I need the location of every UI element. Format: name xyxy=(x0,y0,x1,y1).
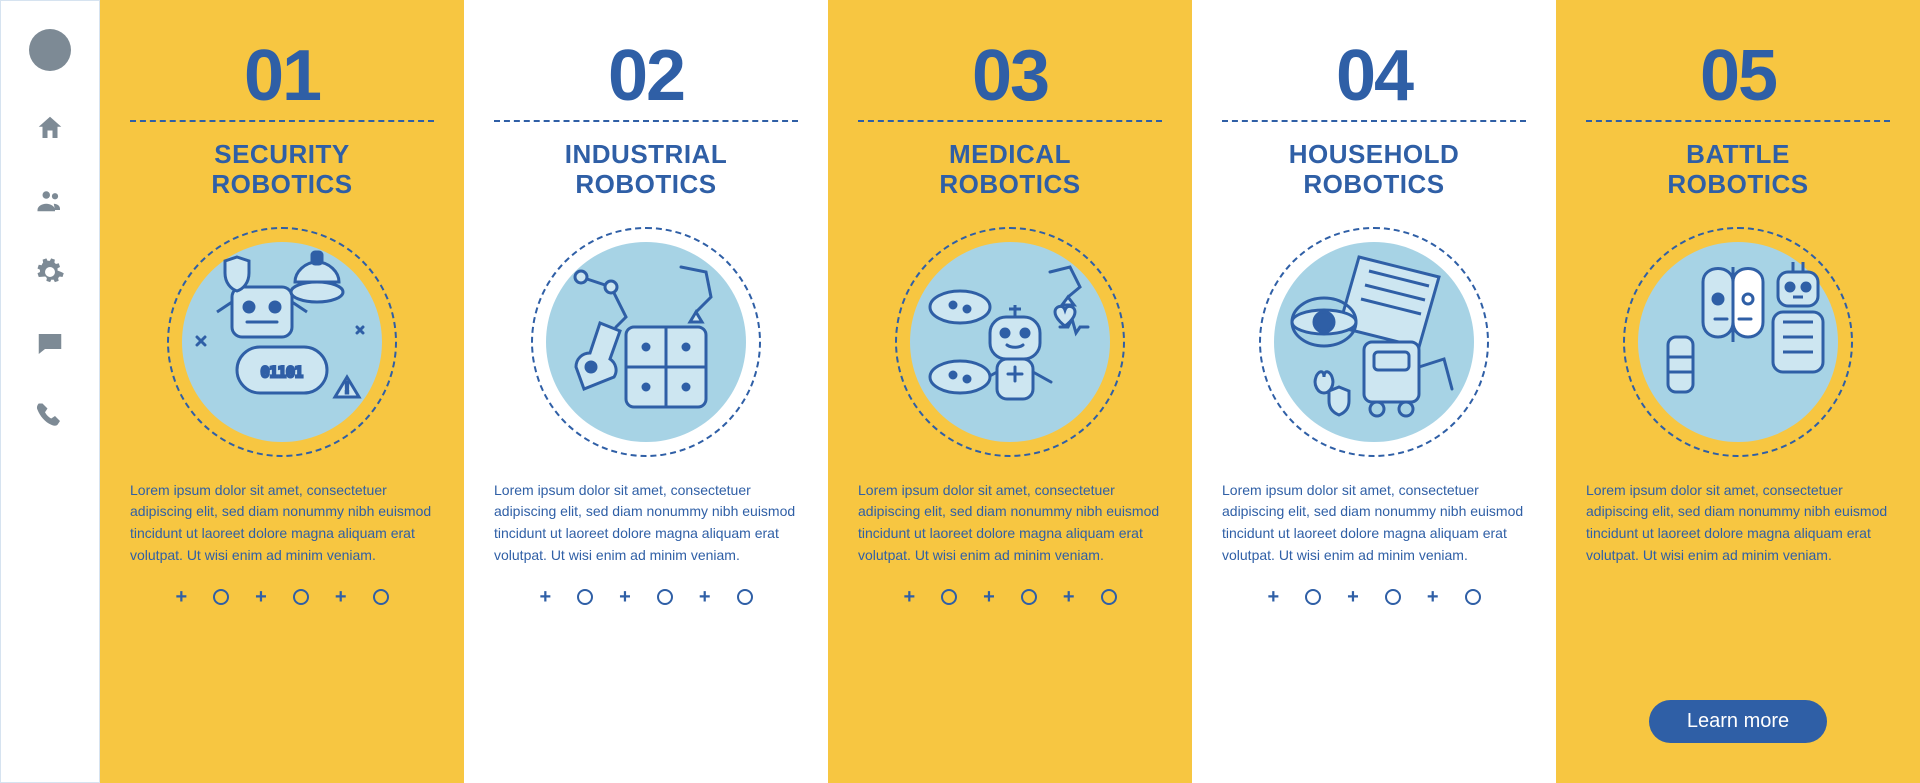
home-icon[interactable] xyxy=(35,113,65,143)
panel-number: 05 xyxy=(1700,40,1776,112)
decor-row: +++ xyxy=(539,587,752,607)
logo-icon xyxy=(29,29,71,71)
panel-body: Lorem ipsum dolor sit amet, consectetuer… xyxy=(494,480,798,567)
panel-title: HOUSEHOLD ROBOTICS xyxy=(1289,140,1460,200)
panel-title: MEDICAL ROBOTICS xyxy=(939,140,1080,200)
panel-household: 04 HOUSEHOLD ROBOTICS xyxy=(1192,0,1556,783)
panel-title: BATTLE ROBOTICS xyxy=(1667,140,1808,200)
phone-icon[interactable] xyxy=(35,401,65,431)
panel-body: Lorem ipsum dolor sit amet, consectetuer… xyxy=(1222,480,1526,567)
panel-battle: 05 BATTLE ROBOTICS xyxy=(1556,0,1920,783)
svg-text:01101: 01101 xyxy=(261,365,303,381)
panel-number: 01 xyxy=(244,40,320,112)
panel-industrial: 02 INDUSTRIAL ROBOTICS Lorem xyxy=(464,0,828,783)
household-illustration xyxy=(1254,222,1494,462)
divider xyxy=(494,120,798,122)
panel-number: 02 xyxy=(608,40,684,112)
panel-body: Lorem ipsum dolor sit amet, consectetuer… xyxy=(858,480,1162,567)
svg-text:!: ! xyxy=(345,380,349,397)
divider xyxy=(130,120,434,122)
decor-row: +++ xyxy=(903,587,1116,607)
divider xyxy=(1586,120,1890,122)
divider xyxy=(858,120,1162,122)
panel-body: Lorem ipsum dolor sit amet, consectetuer… xyxy=(1586,480,1890,567)
panel-medical: 03 MEDICAL ROBOTICS xyxy=(828,0,1192,783)
panel-security: 01 SECURITY ROBOTICS 01101 ! xyxy=(100,0,464,783)
medical-illustration xyxy=(890,222,1130,462)
panel-body: Lorem ipsum dolor sit amet, consectetuer… xyxy=(130,480,434,567)
panel-title: SECURITY ROBOTICS xyxy=(211,140,352,200)
learn-more-button[interactable]: Learn more xyxy=(1649,700,1827,743)
sidebar-nav xyxy=(0,0,100,783)
panels-row: 01 SECURITY ROBOTICS 01101 ! xyxy=(100,0,1920,783)
panel-number: 04 xyxy=(1336,40,1412,112)
decor-row: +++ xyxy=(1267,587,1480,607)
industrial-illustration xyxy=(526,222,766,462)
gear-icon[interactable] xyxy=(35,257,65,287)
battle-illustration xyxy=(1618,222,1858,462)
panel-title: INDUSTRIAL ROBOTICS xyxy=(565,140,727,200)
chat-icon[interactable] xyxy=(35,329,65,359)
security-illustration: 01101 ! xyxy=(162,222,402,462)
panel-number: 03 xyxy=(972,40,1048,112)
divider xyxy=(1222,120,1526,122)
users-icon[interactable] xyxy=(35,185,65,215)
decor-row: +++ xyxy=(175,587,388,607)
